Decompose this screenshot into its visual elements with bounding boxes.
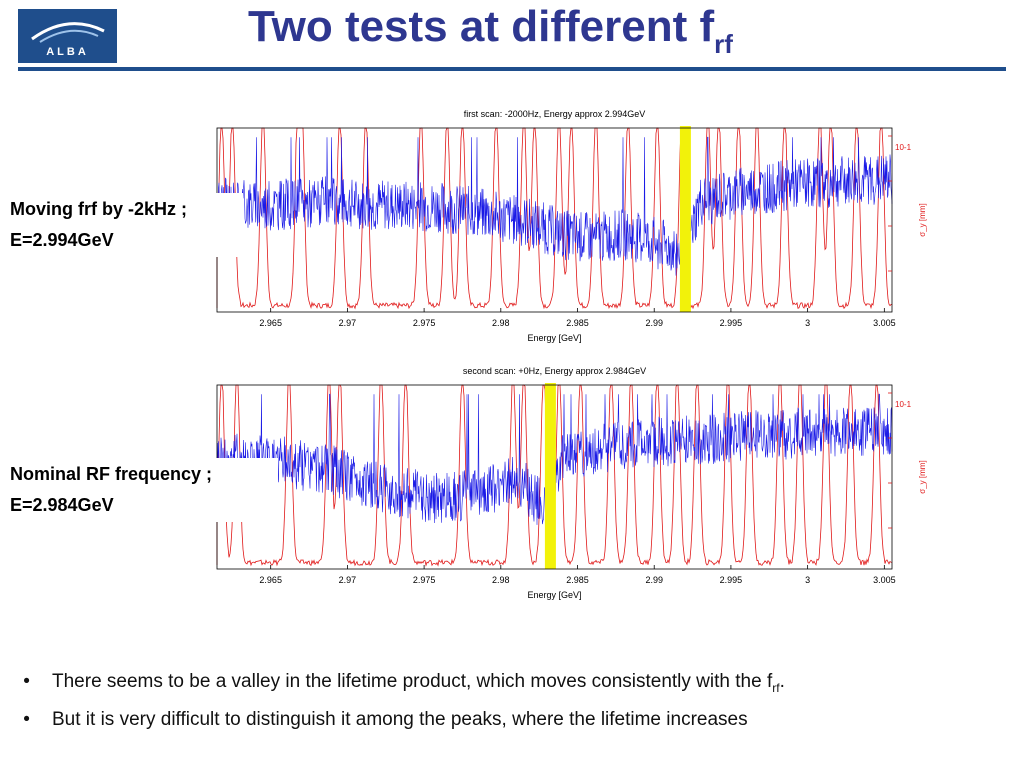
label-bottom: Nominal RF frequency ; E=2.984GeV: [0, 458, 278, 522]
bullet-dot-icon: •: [18, 708, 30, 730]
bullet-dot-icon: •: [18, 671, 30, 692]
x-tick-label: 2.985: [566, 318, 589, 328]
series-blue-line: [216, 136, 893, 276]
label-bottom-line1: Nominal RF frequency ;: [10, 464, 213, 484]
x-axis-label: Energy [GeV]: [527, 333, 581, 343]
y-exponent: 10-1: [895, 400, 912, 409]
series-red-line: [216, 127, 893, 310]
y-axis-label: σ_y [mm]: [918, 460, 927, 493]
y-exponent: 10-1: [895, 143, 912, 152]
alba-logo: ALBA: [18, 9, 117, 63]
x-tick-label: 2.965: [259, 575, 282, 585]
title-rule: [18, 67, 1006, 71]
bullet-item: • But it is very difficult to distinguish…: [18, 704, 785, 735]
x-axis-label: Energy [GeV]: [527, 590, 581, 600]
x-tick-label: 2.98: [492, 575, 510, 585]
x-tick-label: 2.965: [259, 318, 282, 328]
x-tick-label: 3.005: [873, 318, 896, 328]
x-tick-label: 2.985: [566, 575, 589, 585]
x-tick-label: 3.005: [873, 575, 896, 585]
x-tick-label: 2.97: [339, 318, 357, 328]
x-tick-label: 2.98: [492, 318, 510, 328]
y-axis-label: σ_y [mm]: [918, 203, 927, 236]
chart-title: second scan: +0Hz, Energy approx 2.984Ge…: [463, 366, 646, 376]
logo-text: ALBA: [46, 46, 89, 58]
label-bottom-line2: E=2.984GeV: [10, 495, 114, 515]
slide-title: Two tests at different frf: [248, 2, 733, 59]
label-top-line2: E=2.994GeV: [10, 230, 114, 250]
x-tick-label: 2.99: [645, 575, 663, 585]
x-tick-label: 2.97: [339, 575, 357, 585]
x-tick-label: 2.975: [413, 318, 436, 328]
x-tick-label: 2.995: [720, 575, 743, 585]
chart-first-scan: first scan: -2000Hz, Energy approx 2.994…: [216, 109, 927, 343]
chart-second-scan: second scan: +0Hz, Energy approx 2.984Ge…: [216, 366, 927, 600]
chart-title: first scan: -2000Hz, Energy approx 2.994…: [464, 109, 646, 119]
yellow-marker: [679, 126, 691, 312]
title-subscript: rf: [714, 29, 733, 59]
label-top: Moving frf by -2kHz ; E=2.994GeV: [0, 193, 243, 257]
label-top-line1: Moving frf by -2kHz ;: [10, 199, 188, 219]
x-tick-label: 3: [805, 575, 810, 585]
x-tick-label: 2.995: [720, 318, 743, 328]
bullet-list: • There seems to be a valley in the lifet…: [18, 666, 785, 735]
bullet-item: • There seems to be a valley in the lifet…: [18, 666, 785, 704]
x-tick-label: 2.99: [645, 318, 663, 328]
yellow-marker: [544, 383, 556, 569]
figure-bottom: second scan: +0Hz, Energy approx 2.984Ge…: [180, 357, 940, 607]
figure-top: first scan: -2000Hz, Energy approx 2.994…: [180, 100, 940, 350]
x-tick-label: 2.975: [413, 575, 436, 585]
x-tick-label: 3: [805, 318, 810, 328]
